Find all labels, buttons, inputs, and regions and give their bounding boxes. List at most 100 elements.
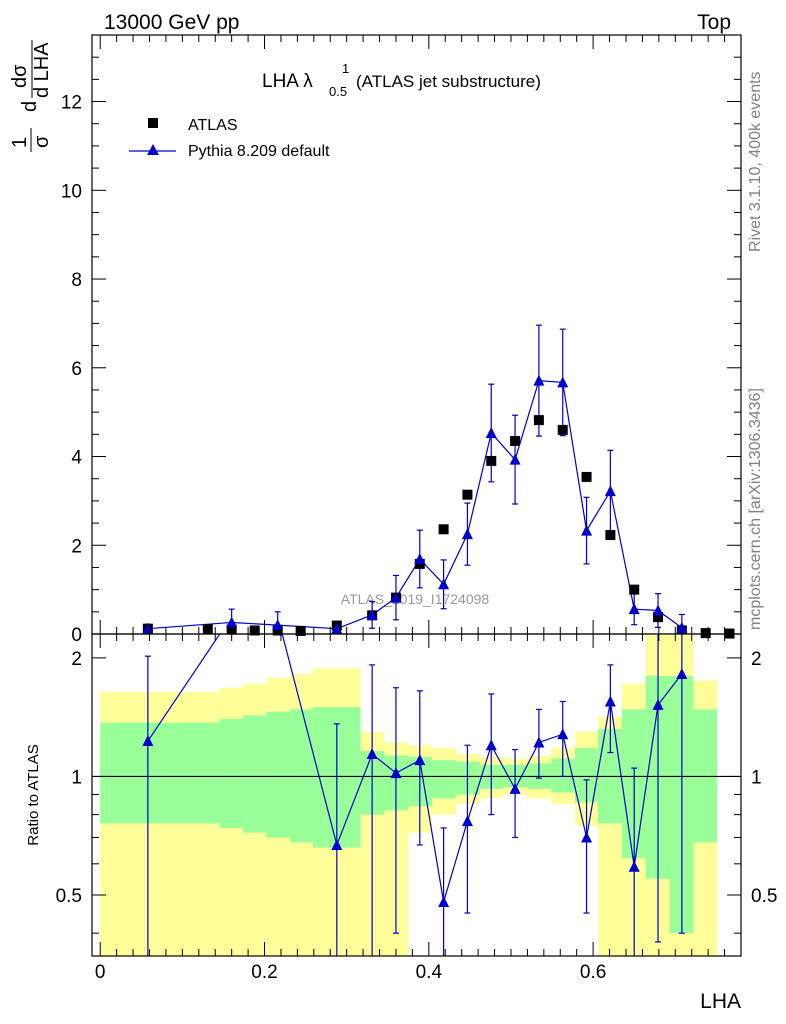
ylabel-dsigma: dσ <box>9 64 31 88</box>
ratio-band-inner <box>219 718 244 828</box>
legend: ATLAS Pythia 8.209 default <box>129 117 330 160</box>
mc-point <box>604 485 616 497</box>
ratio-ytick-label: 1 <box>71 767 82 788</box>
mc-point <box>533 374 545 386</box>
ratio-ytick-label: 2 <box>71 649 82 670</box>
ratio-panel: 0 0.2 0.4 0.6 0.5 0.5 1 1 2 2 <box>56 633 777 983</box>
mc-point <box>557 376 569 388</box>
ratio-mc-point <box>581 831 593 843</box>
atlas-point <box>249 625 260 636</box>
ratio-band-inner <box>195 722 220 824</box>
atlas-point <box>653 612 664 623</box>
main-ytick-label: 2 <box>71 536 82 557</box>
legend-marker-mc <box>147 144 159 155</box>
ratio-mc-point <box>676 668 688 680</box>
title-sub: 0.5 <box>329 84 347 99</box>
ratio-mc-point <box>414 754 426 766</box>
ratio-xtick-label: 0 <box>95 962 106 983</box>
main-ytick-label: 6 <box>71 359 82 380</box>
mc-point <box>438 578 450 590</box>
mc-point <box>581 524 593 536</box>
atlas-point <box>510 435 521 446</box>
ratio-mc-point <box>652 698 664 710</box>
ratio-band-inner <box>432 760 456 799</box>
atlas-point <box>438 524 449 535</box>
atlas-point <box>700 628 711 639</box>
mcplots-label: mcplots.cern.ch [arXiv:1306.3436] <box>747 388 764 630</box>
rivet-version-label: Rivet 3.1.10, 400k events <box>747 71 764 252</box>
atlas-point <box>629 584 640 595</box>
ratio-ytick-label-right: 1 <box>751 767 762 788</box>
mc-point <box>628 603 640 615</box>
main-ytick-label: 8 <box>71 270 82 291</box>
mc-point <box>509 453 521 465</box>
atlas-point <box>486 455 497 466</box>
ratio-mc-point <box>390 767 402 779</box>
x-axis-label: LHA <box>700 990 741 1013</box>
atlas-point <box>605 530 616 541</box>
ratio-mc-point <box>366 748 378 760</box>
ratio-mc-line <box>147 634 683 903</box>
mc-point <box>461 528 473 540</box>
main-ytick-label: 10 <box>61 181 82 202</box>
analysis-watermark: ATLAS_2019_I1724098 <box>341 591 490 607</box>
title-main: LHA λ <box>262 71 313 92</box>
ratio-band-inner <box>266 711 290 838</box>
atlas-point <box>581 471 592 482</box>
ratio-series <box>142 634 688 956</box>
ratio-mc-point <box>142 735 154 747</box>
legend-marker-atlas <box>148 118 158 128</box>
mc-point <box>366 608 378 620</box>
ratio-mc-point <box>557 728 569 740</box>
ylabel-dlha: d LHA <box>31 42 53 98</box>
chart-title: LHA λ 1 0.5 (ATLAS jet substructure) <box>262 61 541 99</box>
mc-point <box>414 553 426 565</box>
ratio-band-inner <box>243 715 267 833</box>
ratio-mc-point <box>533 736 545 748</box>
mc-line <box>147 380 683 630</box>
main-ytick-label: 4 <box>71 448 82 469</box>
ratio-mc-point <box>604 695 616 707</box>
atlas-point <box>462 489 473 500</box>
ratio-xtick-label: 0.2 <box>251 962 277 983</box>
ratio-mc-point <box>509 782 521 794</box>
mc-point <box>226 616 238 628</box>
ratio-band-inner <box>575 748 599 803</box>
ratio-mc-point <box>485 739 497 751</box>
mc-point <box>142 622 154 634</box>
ratio-ylabel: Ratio to ATLAS <box>25 744 42 845</box>
mc-point <box>485 427 497 439</box>
ratio-xtick-label: 0.4 <box>416 962 443 983</box>
ratio-mc-point <box>331 838 343 850</box>
main-ytick-label: 0 <box>71 625 82 646</box>
header-energy-label: 13000 GeV pp <box>104 11 239 34</box>
main-ylabel: 1 σ d dσ d LHA <box>9 40 53 152</box>
legend-label-mc: Pythia 8.209 default <box>188 143 330 160</box>
atlas-point <box>533 415 544 426</box>
mc-point <box>390 591 402 603</box>
header-process-label: Top <box>697 11 731 34</box>
ratio-panel-frame <box>91 633 742 957</box>
ratio-mc-point <box>461 815 473 827</box>
ylabel-sigma: σ <box>31 135 53 148</box>
main-panel: 0 2 4 6 8 10 12 <box>61 34 742 646</box>
ratio-mc-point <box>438 895 450 907</box>
mc-point <box>331 622 343 634</box>
legend-label-atlas: ATLAS <box>188 117 238 134</box>
mc-point <box>676 621 688 633</box>
ratio-mc-point <box>628 860 640 872</box>
mc-point <box>272 619 284 631</box>
atlas-point <box>272 625 283 636</box>
ratio-ytick-label: 0.5 <box>56 886 82 907</box>
title-suffix: (ATLAS jet substructure) <box>356 72 541 91</box>
ylabel-d: d <box>19 101 41 112</box>
ylabel-one: 1 <box>9 137 31 148</box>
atlas-point <box>295 625 306 636</box>
ratio-ytick-label-right: 0.5 <box>751 886 777 907</box>
atlas-point <box>557 424 568 435</box>
mc-point <box>652 604 664 616</box>
ratio-ytick-label-right: 2 <box>751 649 762 670</box>
main-ytick-label: 12 <box>61 93 82 114</box>
atlas-point <box>202 624 213 635</box>
